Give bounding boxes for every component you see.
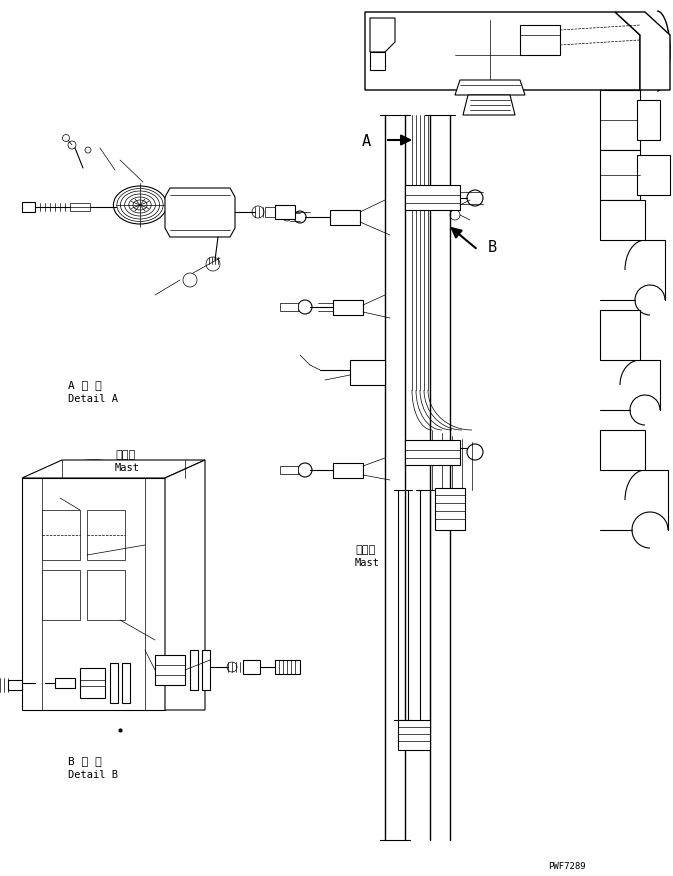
Polygon shape [455,80,525,95]
Polygon shape [435,488,465,530]
Text: Mast: Mast [115,463,140,473]
Polygon shape [600,310,640,360]
Polygon shape [87,570,125,620]
Polygon shape [22,478,165,710]
Polygon shape [398,720,430,750]
Polygon shape [42,510,80,560]
Text: マスト: マスト [115,450,135,460]
Polygon shape [333,300,363,315]
Polygon shape [405,440,460,465]
Polygon shape [600,90,640,150]
Polygon shape [80,668,105,698]
Polygon shape [265,207,275,217]
Text: Detail A: Detail A [68,394,118,404]
Polygon shape [600,430,645,470]
Polygon shape [165,188,235,237]
Polygon shape [637,100,660,140]
Polygon shape [330,210,360,225]
Polygon shape [42,570,80,620]
Polygon shape [333,463,363,478]
Polygon shape [600,200,645,240]
Polygon shape [243,660,260,674]
Polygon shape [190,650,198,690]
Polygon shape [520,25,560,55]
Polygon shape [365,12,640,90]
Polygon shape [350,360,385,385]
Text: B 詳 細: B 詳 細 [68,756,102,766]
Polygon shape [370,18,395,52]
Polygon shape [202,650,210,690]
Polygon shape [122,663,130,703]
Polygon shape [615,12,670,90]
Polygon shape [280,466,298,474]
Polygon shape [637,155,670,195]
Polygon shape [110,663,118,703]
Text: Detail B: Detail B [68,770,118,780]
Polygon shape [275,660,300,674]
Text: マスト: マスト [355,545,376,555]
Polygon shape [55,678,75,688]
Text: Mast: Mast [355,558,380,568]
Text: A 詳 細: A 詳 細 [68,380,102,390]
Text: B: B [488,240,497,255]
Polygon shape [70,203,90,211]
Polygon shape [87,510,125,560]
Text: PWF7289: PWF7289 [548,862,586,871]
Polygon shape [165,460,205,710]
Polygon shape [463,95,515,115]
Text: A: A [362,134,371,149]
Polygon shape [600,150,640,200]
Polygon shape [405,185,460,210]
Polygon shape [370,52,385,70]
Polygon shape [275,205,295,219]
Polygon shape [8,680,22,690]
Polygon shape [22,202,35,212]
Polygon shape [280,303,298,311]
Polygon shape [22,460,205,478]
Polygon shape [155,655,185,685]
